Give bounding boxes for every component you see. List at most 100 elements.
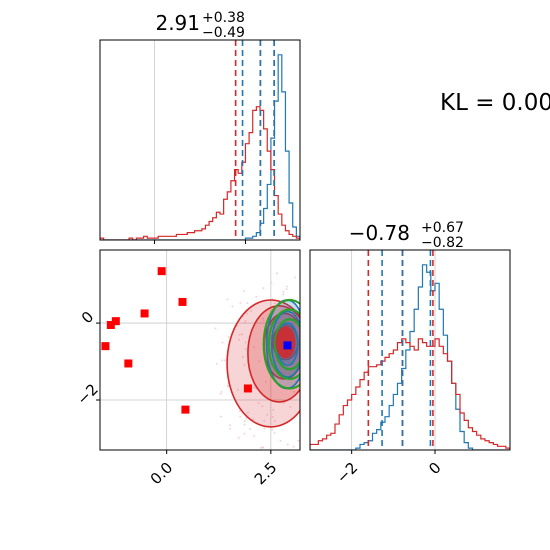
red-square-marker bbox=[124, 359, 133, 368]
scatter-sample-point bbox=[253, 346, 256, 349]
scatter-sample-point bbox=[238, 333, 241, 336]
scatter-sample-point bbox=[273, 302, 276, 305]
scatter-y-tick-label: 0 bbox=[78, 308, 97, 327]
scatter-sample-point bbox=[243, 423, 246, 426]
scatter-sample-point bbox=[286, 443, 289, 446]
scatter-sample-point bbox=[261, 405, 264, 408]
scatter-sample-point bbox=[238, 338, 241, 341]
right-tick-label: 0 bbox=[425, 459, 444, 478]
scatter-sample-point bbox=[294, 276, 297, 279]
scatter-sample-point bbox=[228, 424, 231, 427]
scatter-sample-point bbox=[312, 363, 314, 365]
scatter-sample-point bbox=[287, 361, 290, 364]
blue-truth-marker bbox=[283, 341, 292, 350]
scatter-sample-point bbox=[315, 387, 317, 389]
scatter-sample-point bbox=[302, 358, 304, 360]
scatter-sample-point bbox=[332, 361, 334, 363]
scatter-sample-point bbox=[239, 302, 242, 305]
scatter-sample-point bbox=[306, 288, 308, 290]
scatter-sample-point bbox=[250, 310, 253, 313]
top-x-ticks bbox=[154, 240, 246, 244]
panel-hist-right: −2 0 −0.78 +0.67 −0.82 bbox=[309, 220, 511, 487]
scatter-sample-point bbox=[224, 359, 227, 362]
kl-divergence-label: KL = 0.00 bbox=[440, 90, 550, 116]
scatter-sample-point bbox=[276, 272, 279, 275]
red-square-marker bbox=[101, 342, 110, 351]
right-panel-frame bbox=[309, 249, 511, 451]
scatter-sample-point bbox=[310, 293, 312, 295]
scatter-sample-point bbox=[304, 416, 306, 418]
right-tick-label: −2 bbox=[333, 459, 361, 487]
right-hist-step-line bbox=[310, 338, 510, 450]
scatter-sample-point bbox=[236, 324, 239, 327]
scatter-sample-point bbox=[243, 364, 246, 367]
right-title-value: −0.78 bbox=[349, 221, 410, 245]
panel-hist-top: 2.91 +0.38 −0.49 bbox=[99, 10, 301, 244]
scatter-sample-point bbox=[323, 407, 325, 409]
top-panel-frame bbox=[99, 39, 301, 241]
scatter-sample-point bbox=[271, 428, 274, 431]
scatter-sample-point bbox=[300, 362, 302, 364]
scatter-sample-point bbox=[307, 304, 309, 306]
scatter-sample-point bbox=[245, 312, 248, 315]
scatter-sample-point bbox=[244, 320, 247, 323]
scatter-sample-point bbox=[221, 341, 224, 344]
scatter-sample-point bbox=[246, 302, 249, 305]
scatter-sample-point bbox=[245, 417, 248, 420]
scatter-sample-point bbox=[237, 436, 240, 439]
scatter-x-tick-label: 0.0 bbox=[147, 459, 177, 489]
scatter-sample-point bbox=[241, 356, 244, 359]
scatter-sample-point bbox=[226, 298, 229, 301]
scatter-sample-point bbox=[244, 341, 247, 344]
scatter-sample-point bbox=[303, 317, 305, 319]
scatter-sample-point bbox=[238, 410, 241, 413]
scatter-sample-point bbox=[272, 408, 275, 411]
scatter-sample-point bbox=[246, 411, 249, 414]
scatter-sample-point bbox=[271, 416, 274, 419]
scatter-sample-point bbox=[229, 427, 232, 430]
red-square-marker bbox=[140, 309, 149, 318]
scatter-sample-point bbox=[241, 333, 244, 336]
right-quantile-lines bbox=[367, 250, 434, 450]
scatter-sample-point bbox=[316, 418, 318, 420]
scatter-sample-point bbox=[239, 415, 242, 418]
scatter-sample-point bbox=[318, 304, 320, 306]
right-title-minus: −0.82 bbox=[421, 235, 464, 251]
scatter-sample-point bbox=[321, 399, 323, 401]
scatter-sample-point bbox=[316, 419, 318, 421]
green-contour-level bbox=[262, 298, 300, 390]
scatter-sample-point bbox=[326, 380, 328, 382]
right-title-plus: +0.67 bbox=[421, 220, 464, 236]
scatter-sample-point bbox=[273, 420, 276, 423]
scatter-sample-point bbox=[333, 365, 335, 367]
scatter-sample-point bbox=[297, 439, 300, 442]
scatter-sample-point bbox=[285, 285, 288, 288]
red-square-marker bbox=[181, 405, 190, 414]
scatter-sample-point bbox=[253, 434, 256, 437]
scatter-sample-point bbox=[315, 401, 317, 403]
red-square-marker bbox=[111, 317, 120, 326]
panel-scatter: 0.0 2.5 0 −2 bbox=[73, 249, 335, 489]
scatter-sample-point bbox=[264, 380, 267, 383]
scatter-sample-point bbox=[306, 436, 308, 438]
scatter-y-tick-label: −2 bbox=[73, 380, 101, 408]
scatter-sample-point bbox=[315, 418, 317, 420]
scatter-sample-point bbox=[243, 432, 246, 435]
scatter-sample-point bbox=[214, 327, 217, 330]
scatter-sample-point bbox=[226, 385, 229, 388]
green-contour-level bbox=[273, 318, 300, 371]
scatter-sample-point bbox=[244, 348, 247, 351]
scatter-sample-point bbox=[307, 406, 309, 408]
scatter-sample-point bbox=[321, 324, 323, 326]
right-hist-step-line bbox=[310, 264, 510, 450]
scatter-sample-point bbox=[251, 418, 254, 421]
top-quantile-lines bbox=[234, 40, 275, 240]
top-histogram-series bbox=[100, 54, 300, 240]
scatter-sample-point bbox=[282, 372, 285, 375]
top-hist-step-line bbox=[100, 106, 300, 240]
scatter-sample-point bbox=[219, 392, 222, 395]
scatter-sample-point bbox=[262, 319, 265, 322]
scatter-contours bbox=[214, 272, 335, 450]
top-hist-step-line bbox=[100, 54, 300, 240]
scatter-panel-frame bbox=[99, 249, 301, 451]
